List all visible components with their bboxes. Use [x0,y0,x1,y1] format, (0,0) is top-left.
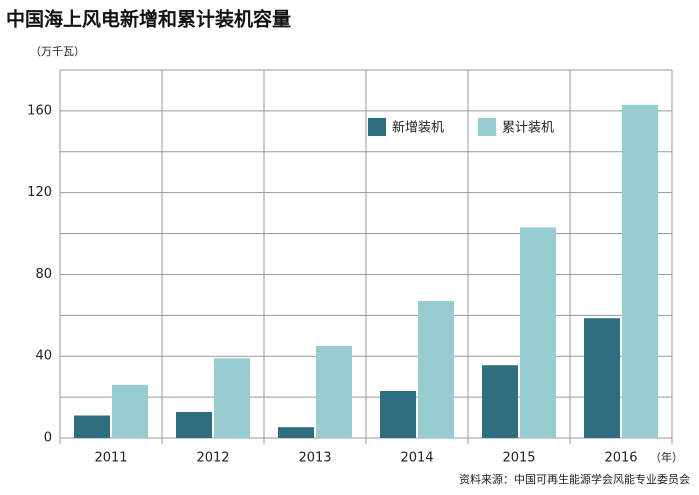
chart-title: 中国海上风电新增和累计装机容量 [6,8,291,31]
bar [520,227,556,438]
x-tick-label: 2011 [94,451,127,466]
y-unit: （万千瓦） [30,45,85,58]
y-tick-label: 160 [27,103,52,118]
x-tick-label: 2012 [196,451,229,466]
y-tick-label: 120 [27,185,52,200]
y-tick-label: 40 [35,349,52,364]
legend-label: 累计装机 [502,121,554,136]
bar [622,104,658,438]
legend-swatch [368,118,386,136]
bar [584,318,620,438]
bar [278,427,314,438]
bar [214,358,250,438]
bar [418,301,454,438]
x-tick-label: 2016 [604,451,637,466]
bar [112,384,148,438]
legend-label: 新增装机 [392,120,444,136]
x-tick-label: 2013 [298,451,331,466]
y-tick-label: 0 [44,431,52,446]
bar [380,390,416,438]
bar [316,346,352,438]
x-tick-label: 2014 [400,451,433,466]
legend-swatch [478,118,496,136]
y-tick-label: 80 [35,267,52,282]
bar [482,365,518,438]
bar [176,412,212,438]
x-tick-label: 2015 [502,451,535,466]
source: 资料来源：中国可再生能源学会风能专业委员会 [459,472,690,486]
bar [74,415,110,438]
x-unit: （年） [650,450,683,464]
